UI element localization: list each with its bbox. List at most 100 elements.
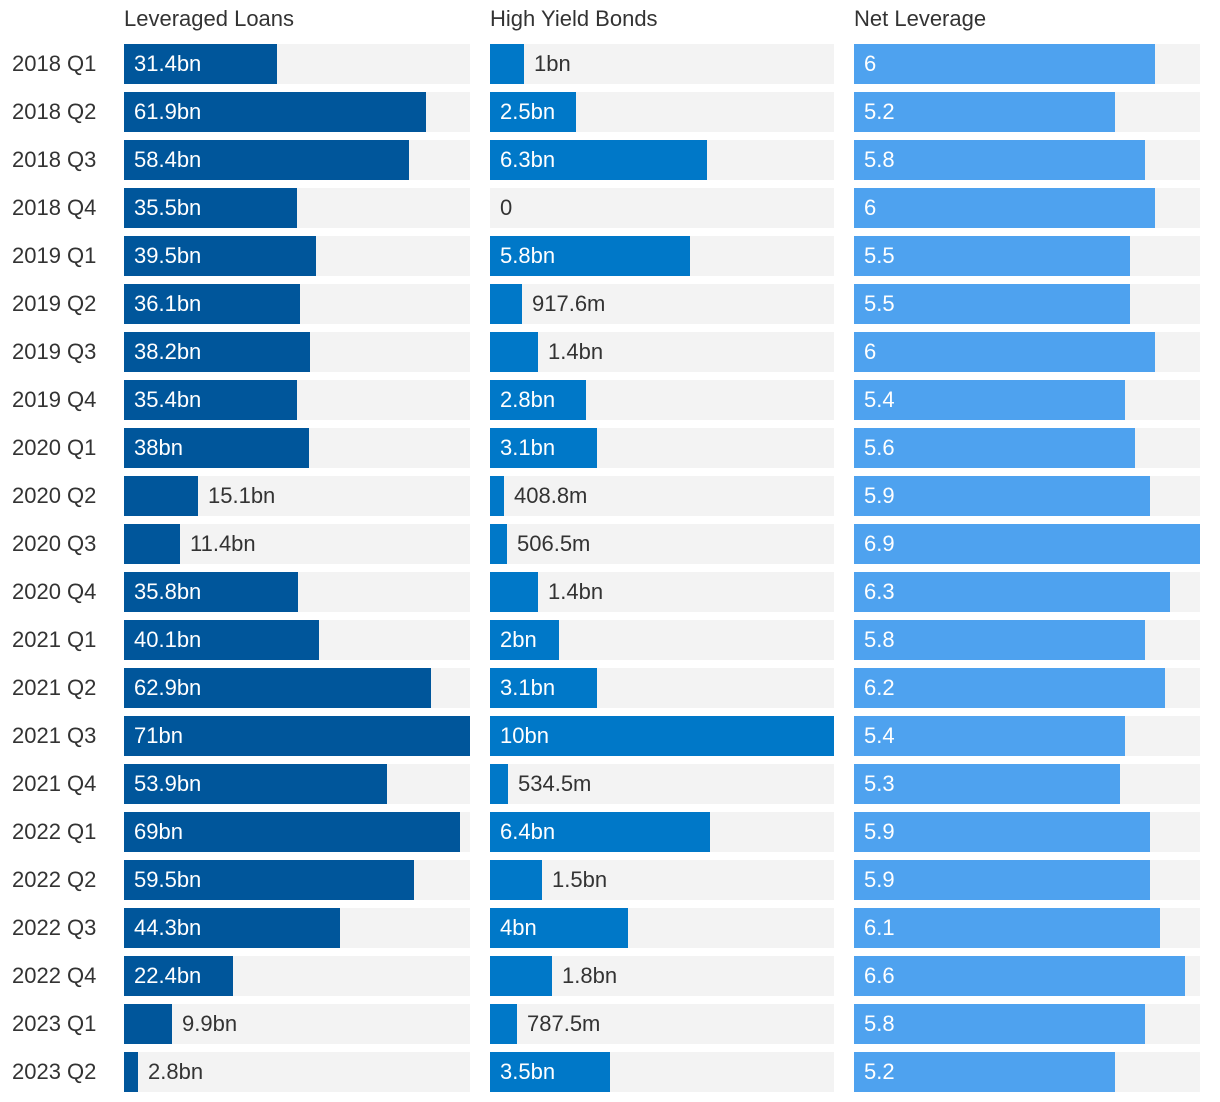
bar xyxy=(124,860,414,900)
bar xyxy=(124,92,426,132)
data-label: 408.8m xyxy=(514,483,588,508)
data-label: 6.3bn xyxy=(500,147,556,172)
bar xyxy=(490,524,507,564)
bar-track xyxy=(490,524,834,564)
bar xyxy=(490,860,542,900)
bar xyxy=(490,1052,610,1092)
bar xyxy=(490,908,628,948)
data-label: 6.4bn xyxy=(500,819,556,844)
bar xyxy=(124,716,470,756)
data-label: 69bn xyxy=(134,819,183,844)
row-label: 2023 Q1 xyxy=(12,1011,97,1036)
bar xyxy=(124,44,277,84)
bar-track xyxy=(490,572,834,612)
data-label: 35.4bn xyxy=(134,387,202,412)
data-label: 71bn xyxy=(134,723,183,748)
data-label: 9.9bn xyxy=(182,1011,238,1036)
bar xyxy=(854,524,1200,564)
data-label: 11.4bn xyxy=(190,531,256,556)
bar xyxy=(854,812,1150,852)
row-label: 2021 Q3 xyxy=(12,723,97,748)
data-label: 5.6 xyxy=(864,435,895,460)
bar-track xyxy=(490,188,834,228)
bar xyxy=(490,428,597,468)
bar xyxy=(490,668,597,708)
data-label: 58.4bn xyxy=(134,147,202,172)
row-label: 2022 Q1 xyxy=(12,819,97,844)
bar xyxy=(854,284,1130,324)
bar xyxy=(124,1004,172,1044)
row-label: 2022 Q3 xyxy=(12,915,97,940)
data-label: 5.5 xyxy=(864,291,895,316)
bar-track xyxy=(490,860,834,900)
bar xyxy=(854,188,1155,228)
data-label: 61.9bn xyxy=(134,99,202,124)
bar xyxy=(124,956,233,996)
bar xyxy=(124,332,310,372)
data-label: 59.5bn xyxy=(134,867,202,892)
bar xyxy=(490,140,707,180)
data-label: 5.8bn xyxy=(500,243,556,268)
bar xyxy=(854,44,1155,84)
data-label: 15.1bn xyxy=(208,483,276,508)
bar xyxy=(124,284,300,324)
bar-track xyxy=(124,1004,470,1044)
data-label: 36.1bn xyxy=(134,291,202,316)
row-label: 2020 Q4 xyxy=(12,579,97,604)
bar xyxy=(124,140,409,180)
bar-track xyxy=(490,44,834,84)
bar xyxy=(854,92,1115,132)
bar xyxy=(854,380,1125,420)
data-label: 2bn xyxy=(500,627,537,652)
data-label: 3.1bn xyxy=(500,675,556,700)
data-label: 2.8bn xyxy=(500,387,556,412)
row-label: 2018 Q2 xyxy=(12,99,97,124)
data-label: 0 xyxy=(500,195,513,220)
data-label: 6 xyxy=(864,339,877,364)
column-title-2: High Yield Bonds xyxy=(490,6,658,31)
data-label: 917.6m xyxy=(532,291,606,316)
data-label: 5.9 xyxy=(864,867,895,892)
bar-track xyxy=(490,476,834,516)
data-label: 38bn xyxy=(134,435,183,460)
row-label: 2022 Q2 xyxy=(12,867,97,892)
bar xyxy=(124,188,297,228)
row-label: 2019 Q3 xyxy=(12,339,97,364)
bar xyxy=(854,860,1150,900)
data-label: 3.1bn xyxy=(500,435,556,460)
column-title-1: Leveraged Loans xyxy=(124,6,295,31)
row-label: 2023 Q2 xyxy=(12,1059,97,1084)
bar xyxy=(124,620,319,660)
bar xyxy=(124,236,316,276)
data-label: 4bn xyxy=(500,915,537,940)
bar xyxy=(490,716,834,756)
data-label: 5.8 xyxy=(864,627,895,652)
row-label: 2020 Q1 xyxy=(12,435,97,460)
bar xyxy=(854,764,1120,804)
bar xyxy=(124,1052,138,1092)
bar xyxy=(854,1004,1145,1044)
row-label: 2019 Q4 xyxy=(12,387,97,412)
bar-track xyxy=(124,1052,470,1092)
bar xyxy=(854,140,1145,180)
data-label: 5.8 xyxy=(864,1011,895,1036)
bar-track xyxy=(490,1004,834,1044)
data-label: 5.5 xyxy=(864,243,895,268)
data-label: 40.1bn xyxy=(134,627,202,652)
bar xyxy=(854,668,1165,708)
data-label: 53.9bn xyxy=(134,771,202,796)
row-label: 2019 Q2 xyxy=(12,291,97,316)
row-label: 2018 Q1 xyxy=(12,51,97,76)
row-label: 2018 Q3 xyxy=(12,147,97,172)
bar xyxy=(490,1004,517,1044)
data-label: 2.8bn xyxy=(148,1059,204,1084)
bar-track xyxy=(124,524,470,564)
bar xyxy=(490,956,552,996)
row-label: 2022 Q4 xyxy=(12,963,97,988)
data-label: 6.9 xyxy=(864,531,895,556)
row-label: 2020 Q3 xyxy=(12,531,97,556)
bar xyxy=(124,812,460,852)
data-label: 3.5bn xyxy=(500,1059,556,1084)
data-label: 1.4bn xyxy=(548,339,604,364)
